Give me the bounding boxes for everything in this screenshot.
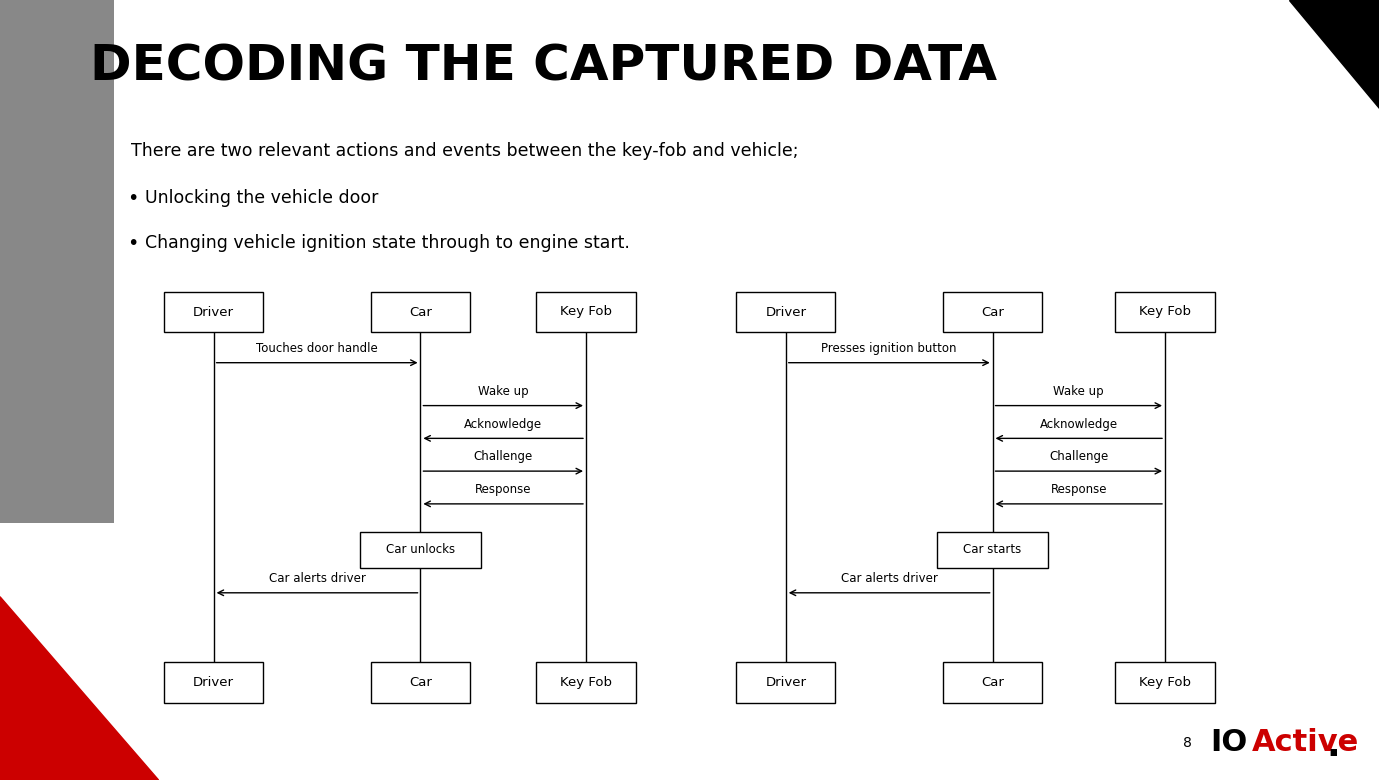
Bar [370, 662, 470, 703]
Text: Wake up: Wake up [1054, 385, 1104, 398]
Bar [1115, 662, 1215, 703]
Bar [943, 662, 1042, 703]
Text: Wake up: Wake up [479, 385, 528, 398]
Text: Presses ignition button: Presses ignition button [821, 342, 957, 355]
Text: •: • [126, 234, 139, 253]
Text: •: • [126, 189, 139, 207]
Text: Driver: Driver [766, 676, 806, 689]
Text: Acknowledge: Acknowledge [1040, 417, 1118, 431]
Bar [0, 0, 114, 523]
Text: Key Fob: Key Fob [1139, 306, 1191, 318]
Text: IO: IO [1211, 728, 1248, 757]
Text: Key Fob: Key Fob [560, 306, 612, 318]
Text: Touches door handle: Touches door handle [257, 342, 379, 355]
Text: Car alerts driver: Car alerts driver [841, 572, 938, 585]
Bar [370, 292, 470, 332]
Bar [736, 292, 835, 332]
Text: Response: Response [1050, 483, 1107, 496]
Text: Acknowledge: Acknowledge [465, 417, 542, 431]
Text: Challenge: Challenge [1049, 450, 1108, 463]
Text: Key Fob: Key Fob [560, 676, 612, 689]
Text: Active: Active [1252, 728, 1359, 757]
Bar [938, 532, 1047, 568]
Text: Driver: Driver [766, 306, 806, 318]
Bar [943, 292, 1042, 332]
Bar [537, 292, 635, 332]
Polygon shape [0, 597, 158, 780]
Text: Car: Car [981, 306, 1004, 318]
Text: Car: Car [981, 676, 1004, 689]
Text: .: . [1326, 729, 1340, 763]
Bar [736, 662, 835, 703]
Bar [359, 532, 481, 568]
Text: Car starts: Car starts [964, 544, 1022, 556]
Text: DECODING THE CAPTURED DATA: DECODING THE CAPTURED DATA [90, 43, 997, 91]
Text: Car unlocks: Car unlocks [386, 544, 455, 556]
Text: Response: Response [474, 483, 531, 496]
Bar [1115, 292, 1215, 332]
Bar [537, 662, 635, 703]
Text: Changing vehicle ignition state through to engine start.: Changing vehicle ignition state through … [144, 234, 630, 252]
Text: Driver: Driver [193, 306, 234, 318]
Text: 8: 8 [1183, 736, 1191, 750]
Text: Unlocking the vehicle door: Unlocking the vehicle door [144, 189, 379, 207]
Text: Key Fob: Key Fob [1139, 676, 1191, 689]
Bar [164, 292, 264, 332]
Polygon shape [1289, 0, 1379, 108]
Bar [164, 662, 264, 703]
Text: Car: Car [409, 306, 431, 318]
Text: Driver: Driver [193, 676, 234, 689]
Text: Car alerts driver: Car alerts driver [269, 572, 366, 585]
Text: Challenge: Challenge [473, 450, 533, 463]
Text: Car: Car [409, 676, 431, 689]
Text: There are two relevant actions and events between the key-fob and vehicle;: There are two relevant actions and event… [130, 142, 799, 160]
